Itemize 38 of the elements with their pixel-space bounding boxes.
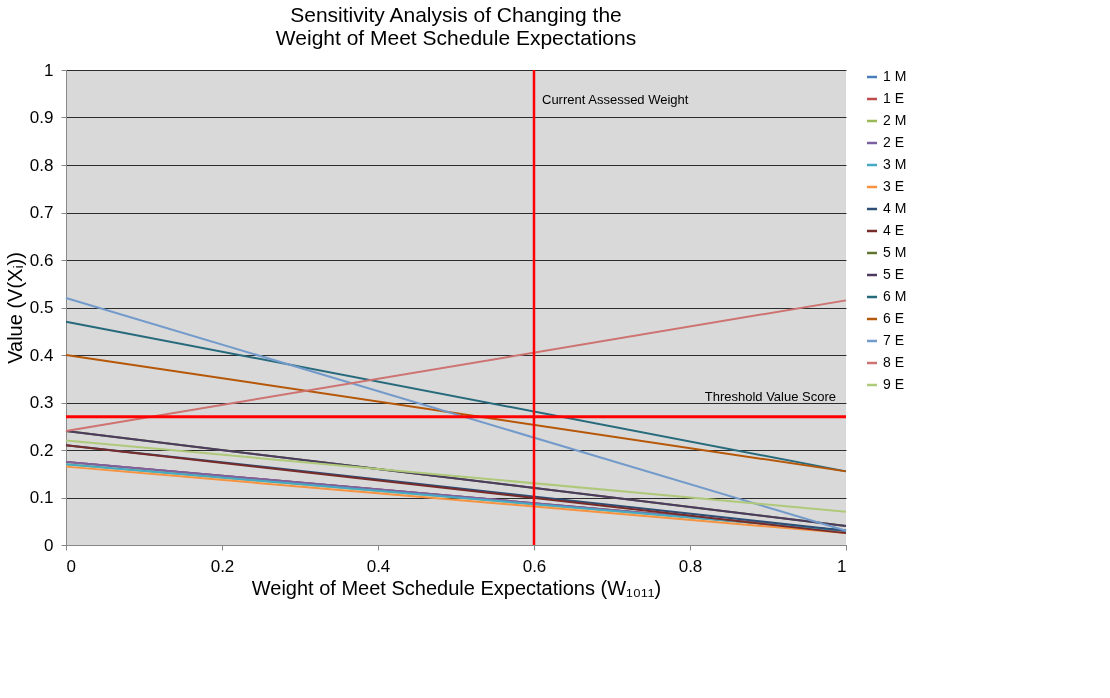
x-tick-label: 0.4 [366, 556, 391, 576]
x-tick-label: 1 [837, 556, 847, 576]
y-tick-label: 0.8 [29, 155, 54, 175]
x-tick-label: 0.8 [678, 556, 703, 576]
legend-label: 9 E [883, 376, 905, 392]
legend-label: 3 M [883, 156, 907, 172]
legend-label: 3 E [883, 178, 905, 194]
y-tick-label: 0.6 [29, 250, 54, 270]
y-tick-label: 0.1 [29, 488, 54, 507]
ref-line-label: Threshold Value Score [704, 388, 836, 404]
y-axis-title: Value (V(Xᵢ)) [3, 252, 26, 364]
legend-label: 8 E [883, 354, 905, 370]
y-tick-label: 0.7 [29, 203, 54, 222]
y-tick-label: 0.4 [29, 345, 54, 365]
y-tick-label: 0 [44, 535, 54, 555]
x-axis-title: Weight of Meet Schedule Expectations (W₁₀₁₁) [251, 576, 662, 599]
legend-label: 2 M [883, 112, 907, 128]
x-tick-label: 0.6 [522, 556, 547, 576]
y-tick-label: 0.2 [29, 440, 54, 460]
y-tick-label: 0.5 [29, 298, 54, 317]
legend-label: 4 E [883, 222, 905, 238]
y-tick-label: 1 [44, 60, 54, 80]
legend-label: 7 E [883, 332, 905, 348]
legend-label: 6 E [883, 310, 905, 326]
y-tick-label: 0.3 [29, 393, 54, 412]
text: Weight of Meet Schedule Expectations [275, 26, 637, 49]
legend-label: 5 E [883, 266, 905, 282]
y-tick-label: 0.9 [29, 108, 54, 127]
x-tick-label: 0 [66, 556, 76, 576]
legend-label: 5 M [883, 244, 907, 260]
legend-label: 4 M [883, 200, 907, 216]
legend-label: 6 M [883, 288, 907, 304]
text: Sensitivity Analysis of Changing the [290, 3, 622, 26]
legend-label: 1 E [883, 90, 905, 106]
x-tick-label: 0.2 [210, 556, 235, 576]
ref-line-label: Current Assessed Weight [542, 92, 689, 107]
legend-label: 1 M [883, 68, 907, 84]
legend-label: 2 E [883, 134, 905, 150]
